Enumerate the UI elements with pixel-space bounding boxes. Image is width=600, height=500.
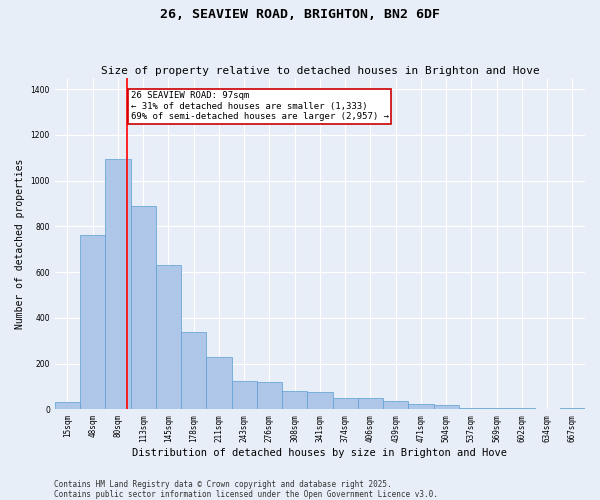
- Bar: [105, 159, 131, 409]
- Bar: [459, 408, 484, 410]
- X-axis label: Distribution of detached houses by size in Brighton and Hove: Distribution of detached houses by size …: [133, 448, 508, 458]
- Text: Contains HM Land Registry data © Crown copyright and database right 2025.
Contai: Contains HM Land Registry data © Crown c…: [54, 480, 438, 499]
- Bar: [282, 391, 307, 409]
- Bar: [509, 408, 535, 410]
- Bar: [156, 265, 181, 410]
- Bar: [206, 356, 232, 410]
- Bar: [434, 405, 459, 409]
- Bar: [383, 402, 408, 409]
- Bar: [257, 382, 282, 409]
- Bar: [55, 402, 80, 409]
- Bar: [358, 398, 383, 409]
- Text: 26 SEAVIEW ROAD: 97sqm
← 31% of detached houses are smaller (1,333)
69% of semi-: 26 SEAVIEW ROAD: 97sqm ← 31% of detached…: [131, 92, 389, 121]
- Bar: [80, 236, 105, 410]
- Bar: [232, 380, 257, 410]
- Bar: [131, 206, 156, 410]
- Bar: [408, 404, 434, 409]
- Bar: [560, 408, 585, 410]
- Y-axis label: Number of detached properties: Number of detached properties: [15, 158, 25, 328]
- Text: 26, SEAVIEW ROAD, BRIGHTON, BN2 6DF: 26, SEAVIEW ROAD, BRIGHTON, BN2 6DF: [160, 8, 440, 20]
- Bar: [307, 392, 332, 409]
- Bar: [332, 398, 358, 409]
- Title: Size of property relative to detached houses in Brighton and Hove: Size of property relative to detached ho…: [101, 66, 539, 76]
- Bar: [181, 332, 206, 409]
- Bar: [484, 408, 509, 410]
